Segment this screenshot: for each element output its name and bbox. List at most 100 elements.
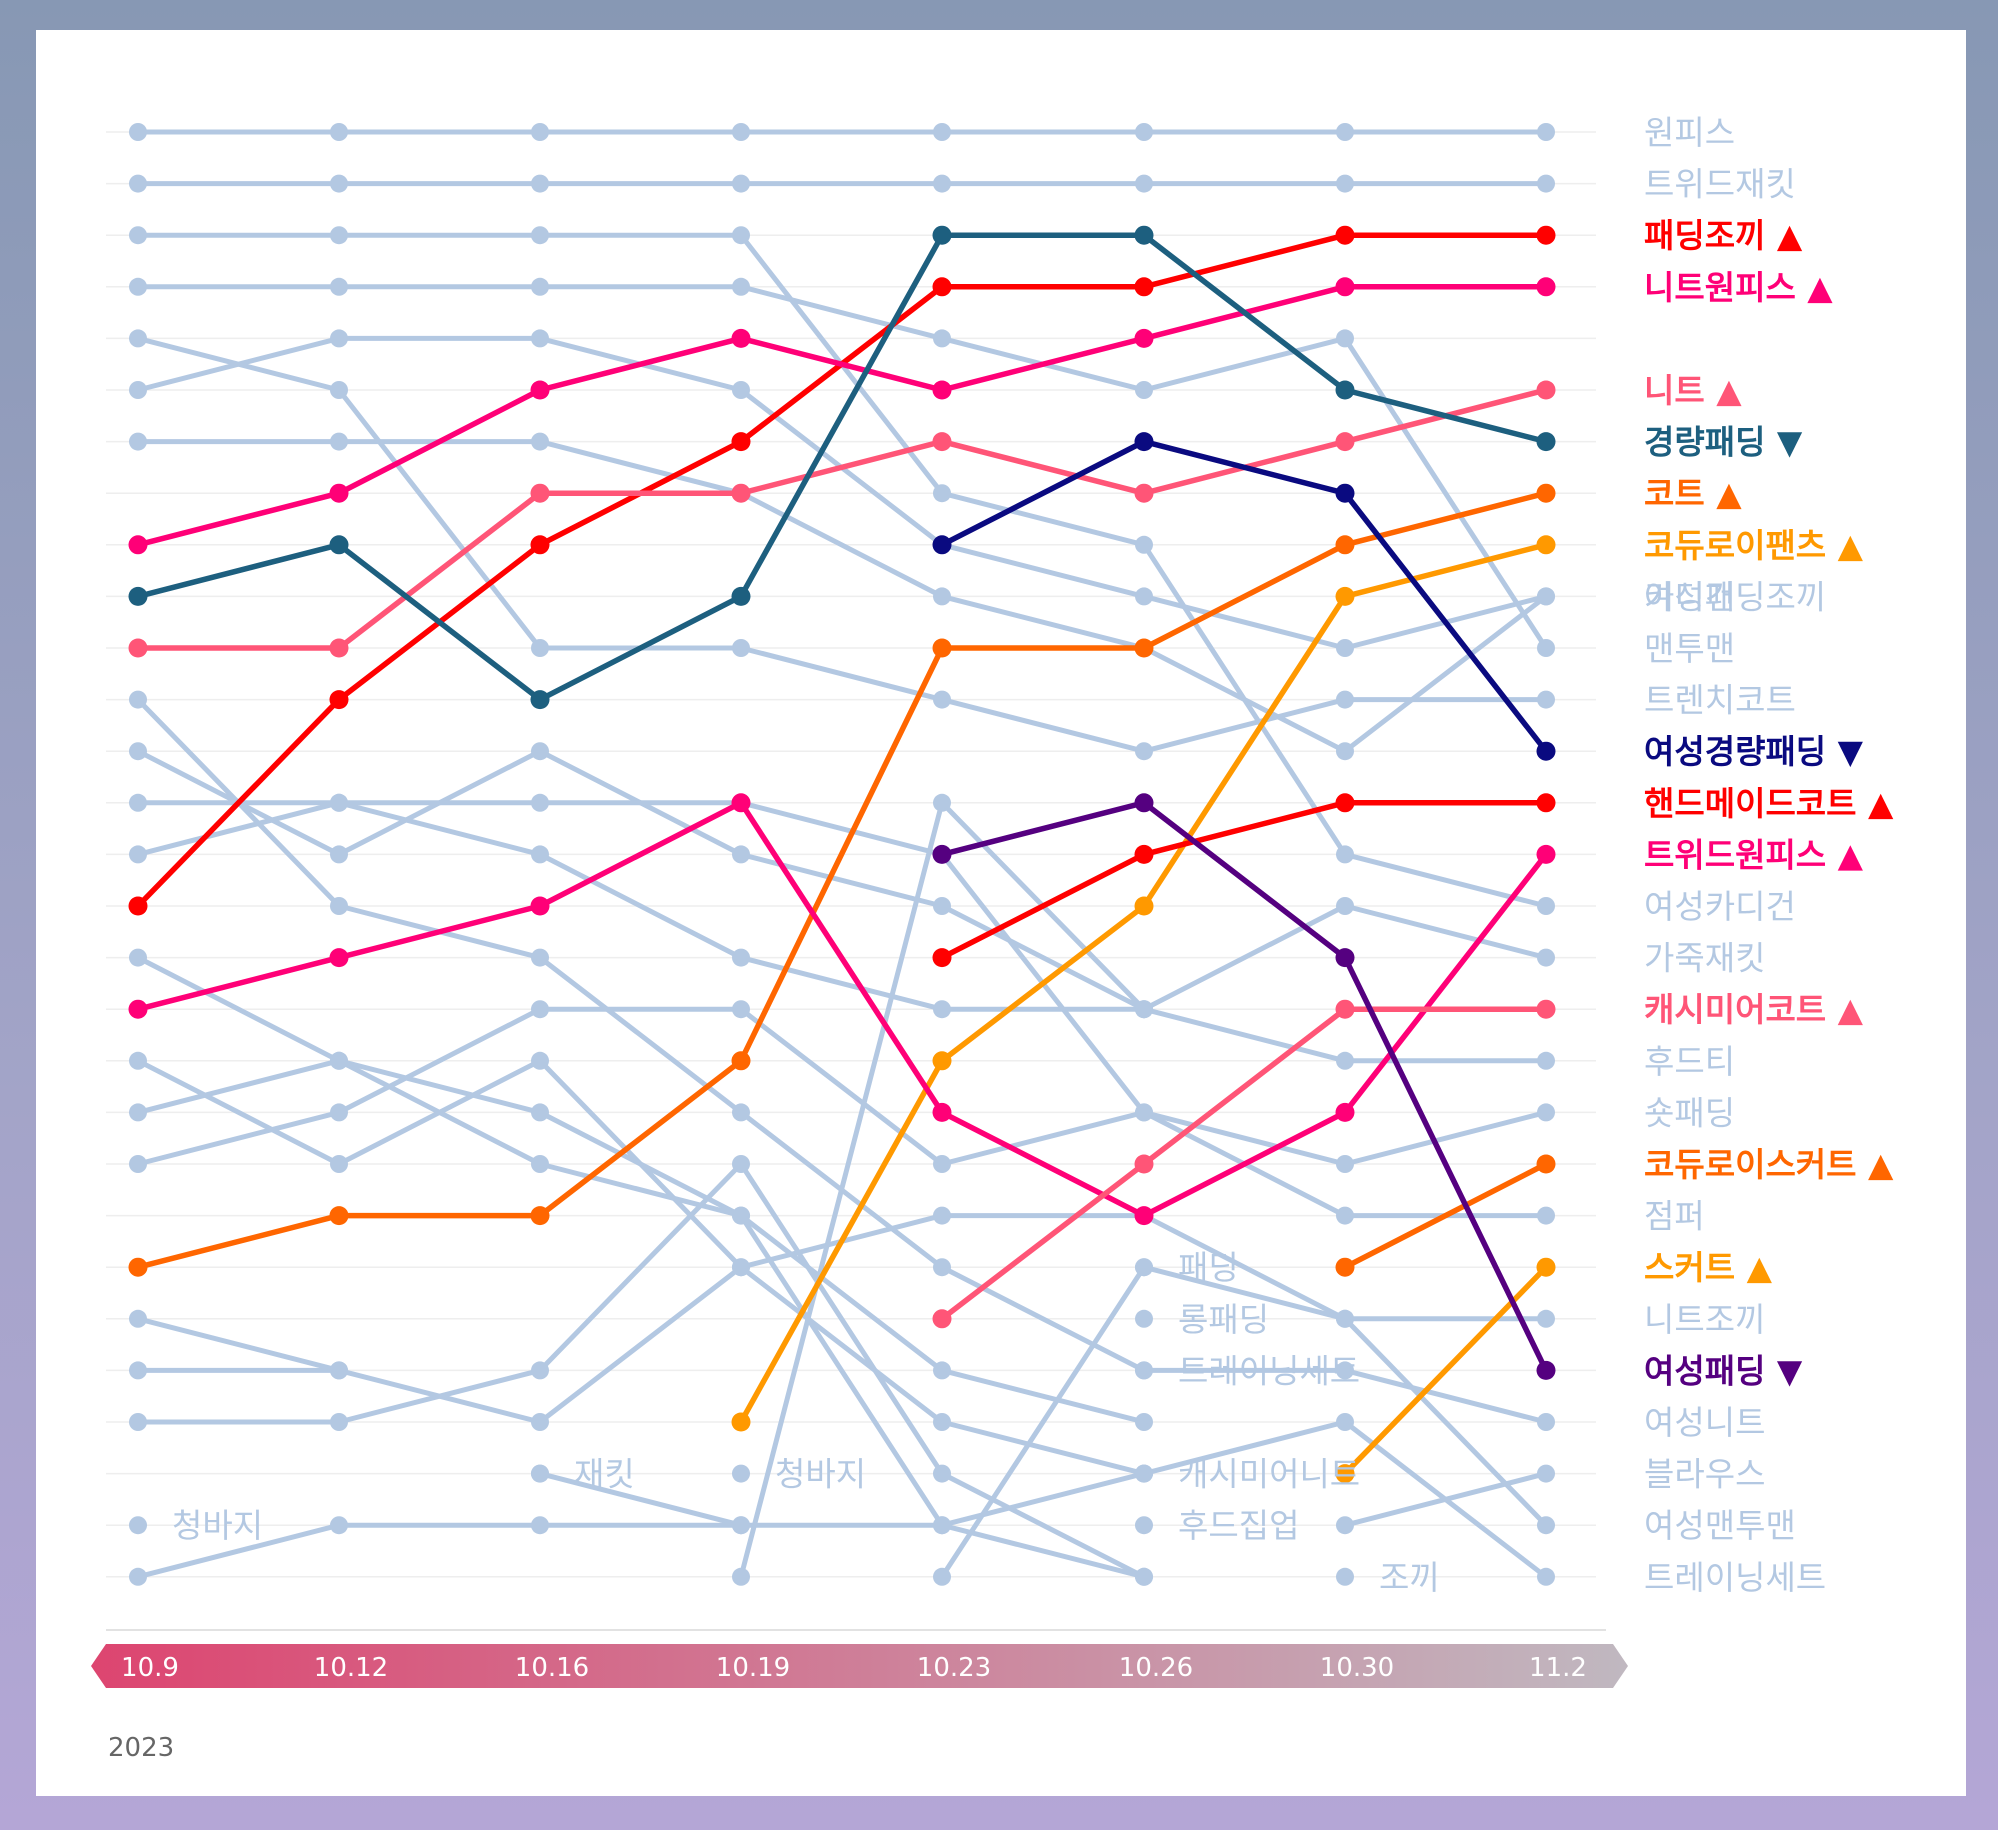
series-point <box>933 1567 951 1586</box>
dropped-label: 롱패딩 <box>1178 1300 1269 1339</box>
series-point <box>1135 1103 1153 1122</box>
series-point <box>531 1516 549 1535</box>
rank-label: 코듀로이팬츠 ▲ <box>1644 526 1864 565</box>
dropped-point <box>1135 1258 1153 1277</box>
rank-label: 코트 ▲ <box>1644 474 1742 513</box>
series-point <box>732 1155 750 1173</box>
series-segment <box>537 1264 744 1425</box>
series-point <box>1335 1102 1355 1122</box>
series-point <box>330 277 348 296</box>
series-point <box>1335 535 1355 555</box>
series-segment <box>135 1058 342 1115</box>
series-point <box>1134 1206 1154 1226</box>
series-segment <box>738 335 945 393</box>
series-point <box>731 432 751 452</box>
series-point <box>932 535 952 555</box>
series-point <box>129 226 147 245</box>
series-segment <box>1141 1006 1348 1064</box>
series-segment <box>1141 438 1348 496</box>
series-point <box>933 690 951 709</box>
series-segment <box>1141 1109 1348 1167</box>
series-point <box>330 1361 348 1380</box>
series-point <box>1336 639 1354 657</box>
series-segment <box>738 438 945 496</box>
series-point <box>530 1206 550 1226</box>
series-segment <box>1342 1367 1549 1425</box>
series-point <box>1336 1361 1354 1380</box>
series-point <box>531 1051 549 1070</box>
series-point <box>1536 483 1556 503</box>
series-segment <box>939 490 1147 548</box>
series-point <box>1336 1413 1354 1431</box>
series-segment <box>1342 490 1549 754</box>
series-point <box>1537 1567 1555 1586</box>
series-segment <box>1342 1109 1549 1167</box>
series-point <box>932 225 952 245</box>
series-point <box>531 948 549 967</box>
series-segment <box>738 284 945 341</box>
series-point <box>531 1103 549 1122</box>
series-point <box>1135 1413 1153 1431</box>
series-point <box>128 586 148 606</box>
rank-label: 여성카디건 <box>1644 887 1796 926</box>
series-point <box>932 1102 952 1122</box>
series-point <box>129 1413 147 1431</box>
series-point <box>129 948 147 967</box>
series-point <box>1536 844 1556 864</box>
series-point <box>732 174 750 193</box>
series-point <box>530 535 550 555</box>
series-point <box>732 1258 750 1277</box>
series-point <box>531 123 549 141</box>
series-point <box>933 1000 951 1019</box>
series-point <box>1135 123 1153 141</box>
series-point <box>732 123 750 141</box>
series-segment <box>1342 1419 1549 1580</box>
series-segment <box>939 1264 1147 1580</box>
series-segment <box>1141 542 1348 857</box>
series-point <box>1336 1309 1354 1328</box>
series-segment <box>738 800 945 1116</box>
series-segment <box>135 1212 342 1270</box>
series-point <box>330 174 348 193</box>
dropped-point <box>1336 1567 1354 1586</box>
series-point <box>329 483 349 503</box>
series-segment <box>336 542 543 703</box>
series-point <box>1536 1257 1556 1277</box>
series-point <box>1336 845 1354 864</box>
series-point <box>530 380 550 400</box>
series-point <box>1537 1309 1555 1328</box>
series-point <box>1335 483 1355 503</box>
series-point <box>732 226 750 245</box>
series-segment <box>1141 697 1348 754</box>
series-point <box>1537 1464 1555 1483</box>
rank-label: 여성경량패딩 ▼ <box>1644 732 1864 771</box>
series-segment <box>939 1419 1147 1477</box>
rank-label: 여성니트 <box>1644 1403 1765 1442</box>
series-point <box>1134 328 1154 348</box>
series-point <box>731 328 751 348</box>
dropped-label: 트레이닝세트 <box>1178 1351 1360 1390</box>
series-point <box>129 1051 147 1070</box>
series-segment <box>336 387 543 651</box>
series-point <box>1134 483 1154 503</box>
series-point <box>1336 1516 1354 1535</box>
series-point <box>1135 174 1153 193</box>
series-point <box>330 897 348 915</box>
series-point <box>531 174 549 193</box>
series-point <box>531 1361 549 1380</box>
series-segment <box>1141 593 1348 909</box>
rank-label: 카디건 <box>1644 577 1735 616</box>
series-point <box>129 123 147 141</box>
series-point <box>732 639 750 657</box>
axis-date-label: 10.12 <box>314 1653 388 1683</box>
series-point <box>732 1000 750 1019</box>
series-point <box>1336 742 1354 761</box>
rank-label: 트위드재킷 <box>1644 165 1796 204</box>
series-point <box>732 1516 750 1535</box>
series-segment <box>1141 1213 1348 1322</box>
series-segment <box>336 1058 543 1167</box>
series-point <box>128 1257 148 1277</box>
series-segment <box>939 1522 1147 1580</box>
series-segment <box>1342 851 1549 1116</box>
dropped-point <box>1135 1464 1153 1483</box>
